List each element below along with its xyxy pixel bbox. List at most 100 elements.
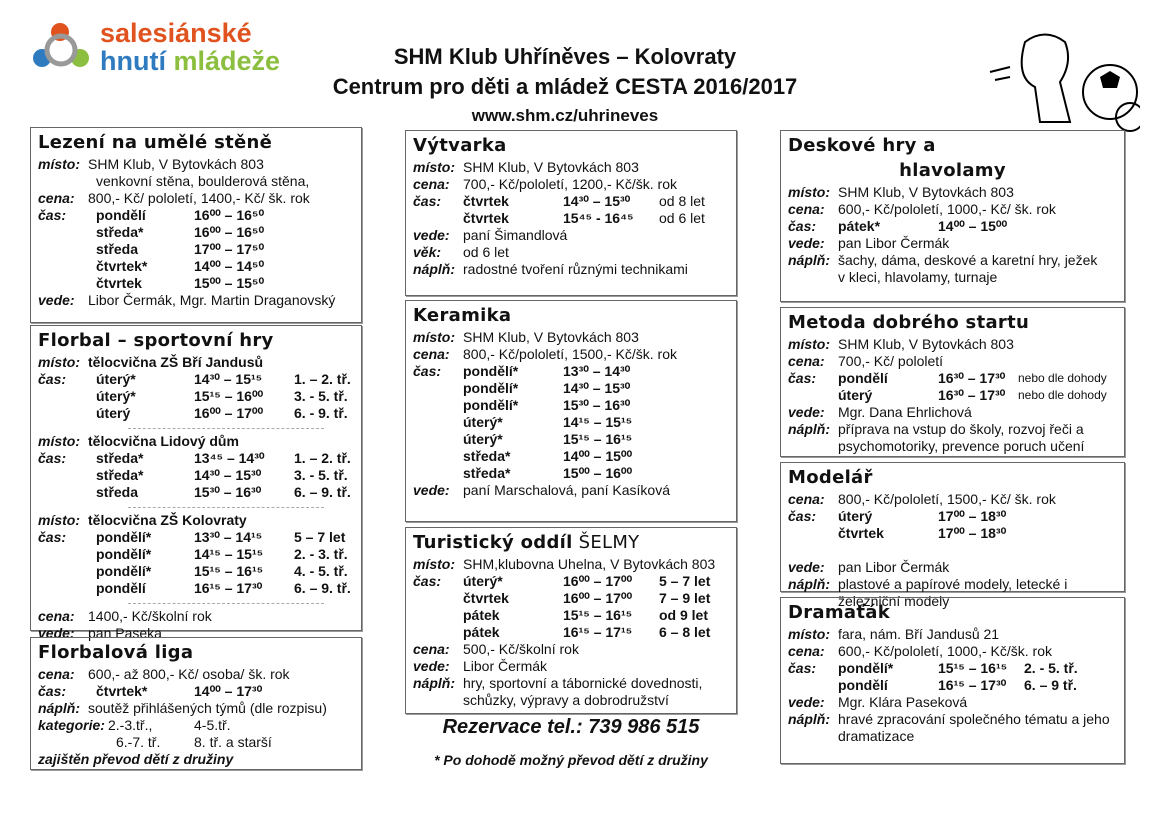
info-row: pondělí* 15³⁰ – 16³⁰ xyxy=(413,397,729,414)
time: 14¹⁵ – 15¹⁵ xyxy=(563,414,633,430)
info-row: místo: tělocvična Lidový dům xyxy=(38,433,354,450)
time: 14¹⁵ – 15¹⁵ xyxy=(194,546,264,562)
group: 1. – 2. tř. xyxy=(294,450,351,466)
info-row: 6.-7. tř. 8. tř. a starší xyxy=(38,734,354,751)
day: pondělí* xyxy=(463,397,519,413)
day: pondělí* xyxy=(96,546,152,562)
field-label: náplň: xyxy=(413,675,455,691)
time: 16¹⁵ – 17³⁰ xyxy=(194,580,263,596)
day: pondělí* xyxy=(838,660,894,676)
day: úterý xyxy=(838,508,873,524)
group: 6 – 8 let xyxy=(659,624,711,640)
time: 17⁰⁰ – 18³⁰ xyxy=(938,525,1007,541)
info-row: cena: 800,- Kč/pololetí, 1500,- Kč/šk. ro… xyxy=(413,346,729,363)
info-row: cena: 600,- Kč/pololetí, 1000,- Kč/ šk. r… xyxy=(788,201,1117,218)
field-label: čas: xyxy=(788,508,817,524)
group: 6. – 9 tř. xyxy=(1024,677,1077,693)
info-row: čas: pondělí 16³⁰ – 17³⁰ nebo dle dohody xyxy=(788,370,1117,387)
field-label: vede: xyxy=(788,404,825,420)
field-value: 800,- Kč/pololetí, 1500,- Kč/šk. rok xyxy=(463,346,677,362)
field-value: 600,- až 800,- Kč/ osoba/ šk. rok xyxy=(88,666,290,682)
info-row xyxy=(788,542,1117,559)
info-row: náplň: šachy, dáma, deskové a karetní hry… xyxy=(788,252,1117,269)
field-label: náplň: xyxy=(788,421,830,437)
field-value: 500,- Kč/školní rok xyxy=(463,641,579,657)
day: čtvrtek xyxy=(838,525,884,541)
day: středa* xyxy=(96,224,144,240)
note: nebo dle dohody xyxy=(1018,371,1107,385)
info-row: místo: SHM Klub, V Bytovkách 803 xyxy=(788,184,1117,201)
day: pondělí* xyxy=(463,363,519,379)
activity-title-text: Modelář xyxy=(788,467,873,488)
time: 16³⁰ – 17³⁰ xyxy=(938,387,1006,403)
info-row: úterý 16⁰⁰ – 17⁰⁰ 6. - 9. tř. xyxy=(38,405,354,422)
activity-title-text: Florbalová liga xyxy=(38,642,194,663)
field-label: čas: xyxy=(413,193,442,209)
field-value: SHM Klub, V Bytovkách 803 xyxy=(463,329,639,345)
info-row: náplň: soutěž přihlášených týmů (dle rozp… xyxy=(38,700,354,717)
activity-title: Výtvarka xyxy=(413,135,729,156)
website-url[interactable]: www.shm.cz/uhrineves xyxy=(471,106,659,125)
time: 13³⁰ – 14¹⁵ xyxy=(194,529,263,545)
info-row: náplň: hravé zpracování společného tématu… xyxy=(788,711,1117,728)
activity-title-extra: ŠELMY xyxy=(572,532,640,553)
field-value: SHM Klub, V Bytovkách 803 xyxy=(463,159,639,175)
info-row: místo: tělocvična ZŠ Kolovraty xyxy=(38,512,354,529)
info-row: pondělí* 14¹⁵ – 15¹⁵ 2. - 3. tř. xyxy=(38,546,354,563)
field-label: čas: xyxy=(788,370,817,386)
time: 15⁴⁵ - 16⁴⁵ xyxy=(563,210,634,226)
info-row: místo: SHM Klub, V Bytovkách 803 xyxy=(788,336,1117,353)
info-row: čtvrtek 15⁰⁰ – 15⁵⁰ xyxy=(38,275,354,292)
info-row: cena: 600,- Kč/pololetí, 1000,- Kč/šk. ro… xyxy=(788,643,1117,660)
info-row: čtvrtek 15⁴⁵ - 16⁴⁵ od 6 let xyxy=(413,210,729,227)
info-row: cena: 800,- Kč/pololetí, 1500,- Kč/ šk. r… xyxy=(788,491,1117,508)
field-value: paní Marschalová, paní Kasíková xyxy=(463,482,671,498)
field-label: místo: xyxy=(38,156,80,172)
field-label: cena: xyxy=(38,666,75,682)
group: 4. - 5. tř. xyxy=(294,563,348,579)
info-row: pondělí* 14³⁰ – 15³⁰ xyxy=(413,380,729,397)
info-row: schůzky, výpravy a dobrodružství xyxy=(413,692,729,709)
day: pondělí* xyxy=(96,563,152,579)
field-value: hravé zpracování společného tématu a jeh… xyxy=(838,711,1110,727)
info-row: cena: 700,- Kč/ pololetí xyxy=(788,353,1117,370)
field-value: příprava na vstup do školy, rozvoj řeči … xyxy=(838,421,1084,437)
field-value: Libor Čermák xyxy=(463,658,548,674)
time: 16¹⁵ – 17³⁰ xyxy=(938,677,1007,693)
info-row: místo: SHM Klub, V Bytovkách 803 xyxy=(413,329,729,346)
activity-box: Florbal – sportovní hry místo: tělocvična … xyxy=(30,325,362,641)
field-value: plastové a papírové modely, letecké i xyxy=(838,576,1068,592)
info-row: pondělí 16¹⁵ – 17³⁰ 6. – 9 tř. xyxy=(788,677,1117,694)
activity-title: Keramika xyxy=(413,305,729,326)
field-value: fara, nám. Bří Jandusů 21 xyxy=(838,626,1000,642)
activity-box: Lezení na umělé stěně místo: SHM Klub, V B… xyxy=(30,127,362,323)
field-value: zajištěn převod dětí z družiny xyxy=(38,751,234,767)
group: 2. - 3. tř. xyxy=(294,546,348,562)
field-label: vede: xyxy=(788,559,825,575)
info-row: místo: tělocvična ZŠ Bří Jandusů xyxy=(38,354,354,371)
info-row: venkovní stěna, boulderová stěna, xyxy=(38,173,354,190)
activity-title: Dramaťák xyxy=(788,602,1117,623)
logo-icon xyxy=(33,23,89,67)
field-value: tělocvična Lidový dům xyxy=(88,433,239,449)
field-value: SHM,klubovna Uhelna, V Bytovkách 803 xyxy=(463,556,716,572)
field-value: psychomotoriky, prevence poruch učení xyxy=(838,438,1085,454)
day: čtvrtek xyxy=(463,193,509,209)
day: čtvrtek xyxy=(463,210,509,226)
field-label: kategorie: xyxy=(38,717,105,733)
day: úterý* xyxy=(463,414,503,430)
day: čtvrtek xyxy=(96,275,142,291)
field-label: místo: xyxy=(38,512,80,528)
info-row: čas: úterý* 14³⁰ – 15¹⁵ 1. – 2. tř. xyxy=(38,371,354,388)
field-value: dramatizace xyxy=(838,728,915,744)
field-label: místo: xyxy=(38,354,80,370)
field-label: místo: xyxy=(38,433,80,449)
group: 7 – 9 let xyxy=(659,590,711,606)
field-value: soutěž přihlášených týmů (dle rozpisu) xyxy=(88,700,327,716)
info-row: úterý 16³⁰ – 17³⁰ nebo dle dohody xyxy=(788,387,1117,404)
group: od 8 let xyxy=(659,193,705,209)
time: 15¹⁵ – 16¹⁵ xyxy=(563,607,633,623)
logo-text-2: hnutí mládeže xyxy=(100,46,281,76)
field-label: čas: xyxy=(413,363,442,379)
field-label: náplň: xyxy=(788,576,830,592)
